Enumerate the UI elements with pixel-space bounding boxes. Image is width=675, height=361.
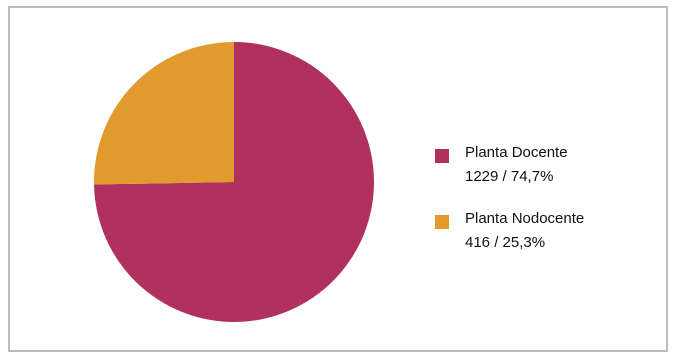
chart-frame: Planta Docente 1229 / 74,7% Planta Nodoc… — [8, 6, 668, 352]
legend-value-planta-nodocente: 416 / 25,3% — [465, 234, 546, 251]
pie-chart — [94, 42, 374, 323]
legend-label-planta-docente: Planta Docente — [465, 144, 568, 161]
pie-slice-planta-docente — [94, 42, 374, 323]
pie-slices — [94, 42, 374, 323]
legend-label-planta-nodocente: Planta Nodocente — [465, 210, 585, 227]
legend-value-planta-docente: 1229 / 74,7% — [465, 168, 554, 185]
pie-slice-planta-nodocente — [94, 42, 234, 185]
legend: Planta Docente 1229 / 74,7% Planta Nodoc… — [435, 144, 655, 276]
legend-item-planta-docente: Planta Docente 1229 / 74,7% — [435, 144, 655, 210]
legend-swatch-planta-docente — [435, 149, 449, 163]
legend-swatch-planta-nodocente — [435, 215, 449, 229]
legend-item-planta-nodocente: Planta Nodocente 416 / 25,3% — [435, 210, 655, 276]
